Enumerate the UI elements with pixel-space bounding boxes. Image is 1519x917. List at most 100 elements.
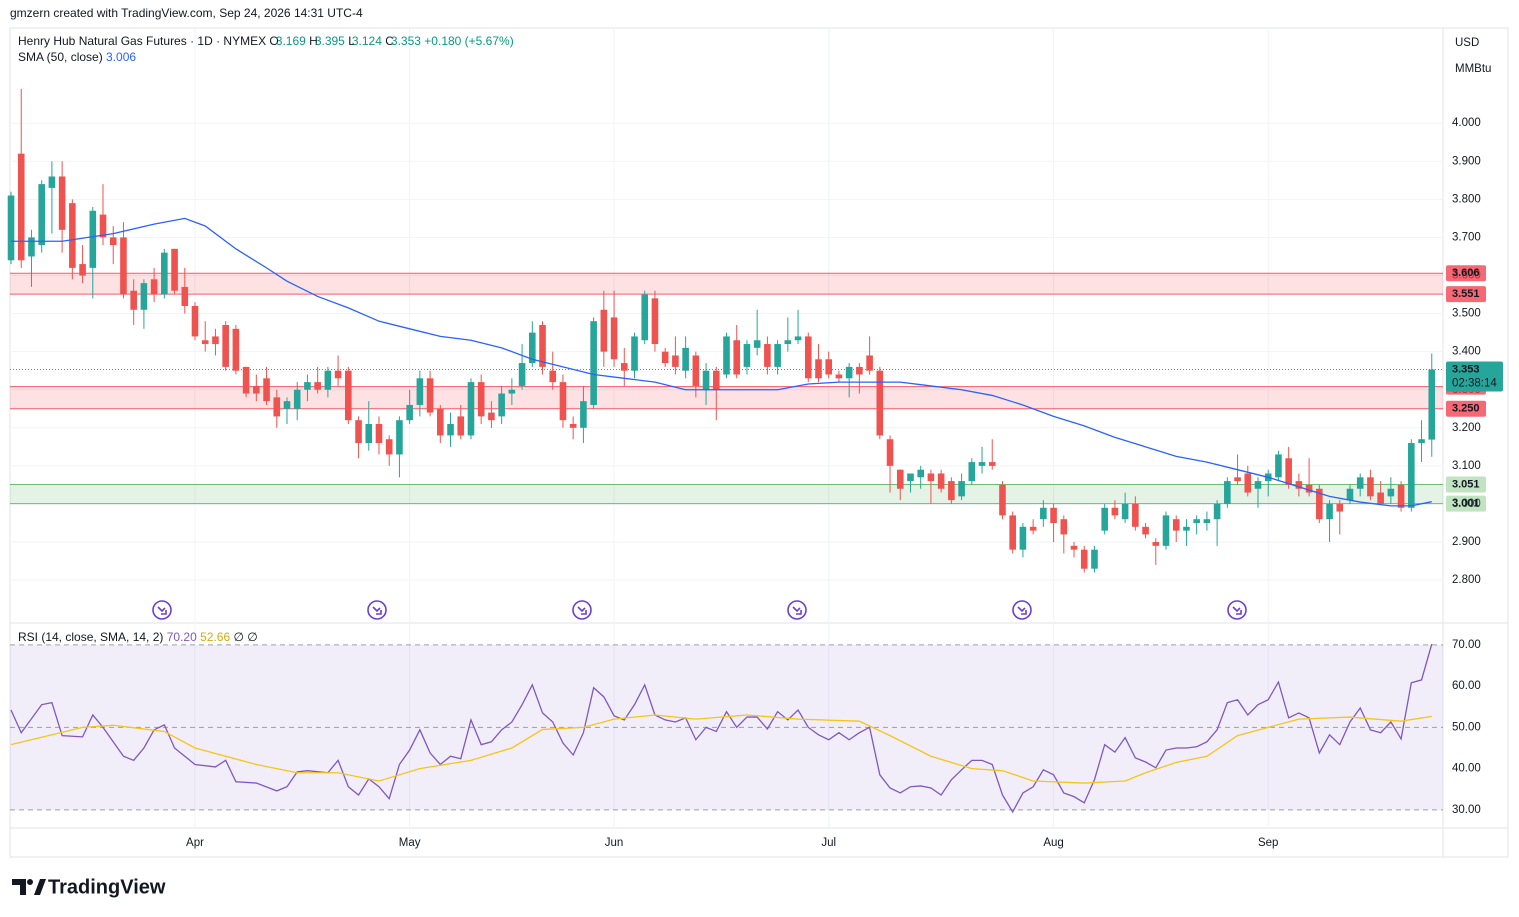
y-tick-label: 60.00 — [1452, 680, 1481, 692]
candle-body — [641, 294, 649, 341]
ohlc-label: H — [309, 34, 318, 48]
candle-body — [631, 336, 638, 371]
rsi-title: RSI (14, close, SMA, 14, 2) — [18, 630, 163, 644]
logo-mark — [12, 879, 26, 895]
y-tick-label: 3.000 — [1452, 498, 1481, 510]
zone — [10, 484, 1443, 504]
candle-body — [1142, 526, 1149, 535]
event-icon[interactable] — [1012, 600, 1032, 620]
candle-body — [886, 439, 894, 466]
event-icon[interactable] — [572, 600, 592, 620]
candle-body — [948, 481, 955, 501]
candle-body — [355, 420, 362, 444]
y-tick-label: 40.00 — [1452, 763, 1481, 775]
rsi-value: 70.20 — [167, 630, 197, 644]
candle-body — [416, 378, 424, 405]
candle-body — [171, 248, 178, 291]
candle-body — [937, 473, 945, 489]
candle-body — [130, 290, 137, 310]
candle-body — [743, 344, 751, 367]
logo-mark — [34, 879, 46, 895]
candle-body — [498, 393, 505, 417]
candle-body — [293, 389, 301, 409]
candle-body — [559, 382, 567, 421]
candle-body — [1172, 519, 1180, 531]
candle-body — [804, 336, 812, 379]
event-icon[interactable] — [787, 600, 807, 620]
unit: MMBtu — [1455, 63, 1491, 75]
sma-legend: SMA (50, close) 3.006 — [18, 50, 136, 64]
candle-body — [181, 286, 189, 306]
candle-body — [201, 340, 209, 345]
rsi-legend: RSI (14, close, SMA, 14, 2) 70.20 52.66 … — [18, 630, 258, 644]
candle-body — [1009, 515, 1016, 550]
candle-body — [876, 370, 884, 436]
candle-body — [396, 420, 403, 455]
candle-body — [539, 325, 546, 367]
candle-body — [1050, 507, 1057, 523]
candle-body — [99, 214, 107, 238]
zone-label-box — [1446, 400, 1486, 417]
event-icon[interactable] — [367, 600, 387, 620]
candle-body — [375, 424, 383, 444]
candle-body — [467, 382, 475, 436]
candle-body — [283, 401, 291, 409]
ohlc-label: O — [269, 34, 278, 48]
candle-body — [69, 203, 76, 268]
rsi-extra: ∅ ∅ — [233, 630, 257, 644]
candle-body — [457, 416, 465, 436]
event-icon[interactable] — [1227, 600, 1247, 620]
candle-body — [753, 340, 761, 348]
candle-body — [1367, 477, 1374, 497]
candle-body — [907, 473, 914, 482]
rsi-sma-value: 52.66 — [200, 630, 230, 644]
x-tick-label: May — [399, 837, 421, 849]
y-tick-label: 30.00 — [1452, 804, 1481, 816]
caption: gmzern created with TradingView.com, Sep… — [10, 6, 363, 20]
candle-body — [232, 328, 240, 371]
candle-body — [1040, 507, 1047, 520]
candle-body — [774, 344, 781, 367]
candle-body — [917, 469, 925, 478]
change: +0.180 (+5.67%) — [424, 34, 513, 48]
y-tick-label: 3.500 — [1452, 308, 1481, 320]
candle-body — [334, 370, 342, 379]
candle-body — [120, 237, 127, 295]
y-tick-label: 3.200 — [1452, 422, 1481, 434]
ohlc-label: C — [385, 34, 394, 48]
chart-frame — [9, 27, 1509, 858]
candle-body — [28, 237, 35, 257]
candle-body — [712, 370, 720, 390]
y-tick-label: 3.100 — [1452, 460, 1481, 472]
candle-body — [150, 279, 158, 295]
event-icon[interactable] — [152, 600, 172, 620]
candle-body — [1162, 515, 1170, 546]
candle-body — [569, 424, 577, 428]
candle-body — [580, 401, 587, 428]
line-series — [11, 217, 1432, 507]
x-tick-label: Jul — [821, 837, 836, 849]
candle-body — [518, 363, 526, 386]
x-tick-label: Jun — [605, 837, 624, 849]
candle-body — [345, 370, 352, 421]
candle-body — [815, 359, 822, 379]
candle-body — [856, 366, 863, 375]
x-tick-label: Sep — [1258, 837, 1278, 849]
candle-body — [109, 237, 117, 246]
candle-body — [1111, 507, 1119, 516]
candle-body — [1397, 484, 1405, 508]
last-price-box — [1446, 361, 1503, 392]
y-tick-label: 50.00 — [1452, 721, 1481, 733]
candle-body — [1203, 519, 1211, 523]
candle-body — [1029, 526, 1037, 531]
candle-body — [1346, 488, 1354, 501]
candle-body — [702, 370, 710, 390]
ohlc-value: 3.169 — [276, 34, 306, 48]
candle-body — [999, 484, 1006, 516]
candle-body — [620, 363, 628, 371]
candle-body — [477, 382, 485, 417]
candle-body — [385, 439, 393, 455]
y-tick-label: 3.900 — [1452, 155, 1481, 167]
candle-body — [764, 344, 771, 367]
candle-body — [1377, 492, 1384, 504]
